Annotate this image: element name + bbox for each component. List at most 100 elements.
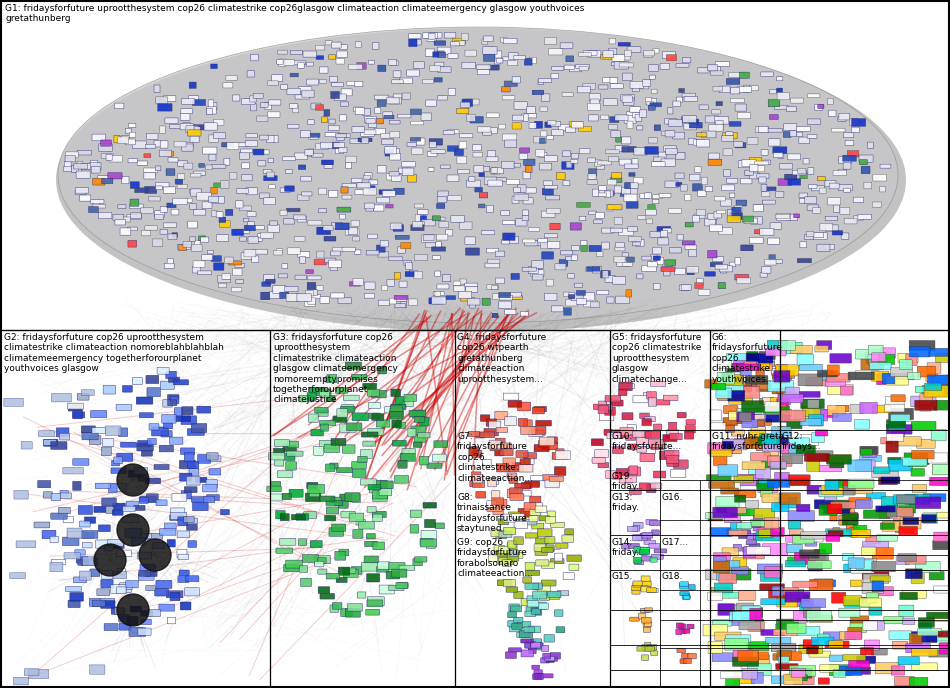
FancyBboxPatch shape [716,210,726,214]
FancyBboxPatch shape [833,528,840,532]
FancyBboxPatch shape [759,126,769,133]
FancyBboxPatch shape [466,287,478,292]
FancyBboxPatch shape [519,464,533,472]
FancyBboxPatch shape [895,676,914,686]
FancyBboxPatch shape [180,109,193,114]
FancyBboxPatch shape [609,39,616,44]
FancyBboxPatch shape [275,459,284,466]
Ellipse shape [56,28,906,332]
FancyBboxPatch shape [308,120,314,125]
FancyBboxPatch shape [790,98,804,103]
FancyBboxPatch shape [320,297,330,303]
FancyBboxPatch shape [409,410,426,417]
FancyBboxPatch shape [544,185,558,189]
FancyBboxPatch shape [192,99,205,106]
FancyBboxPatch shape [495,438,505,446]
FancyBboxPatch shape [617,54,631,60]
FancyBboxPatch shape [355,107,365,114]
Text: G13:
friday.: G13: friday. [612,493,640,513]
FancyBboxPatch shape [769,436,781,445]
FancyBboxPatch shape [729,391,739,396]
FancyBboxPatch shape [708,65,717,71]
FancyBboxPatch shape [363,441,376,446]
FancyBboxPatch shape [679,582,689,586]
FancyBboxPatch shape [321,160,333,164]
FancyBboxPatch shape [493,552,506,558]
FancyBboxPatch shape [562,151,571,157]
FancyBboxPatch shape [504,417,517,426]
FancyBboxPatch shape [835,485,855,495]
FancyBboxPatch shape [667,430,678,438]
FancyBboxPatch shape [621,187,631,194]
FancyBboxPatch shape [863,574,888,583]
FancyBboxPatch shape [898,656,920,665]
FancyBboxPatch shape [44,440,56,445]
FancyBboxPatch shape [332,42,341,48]
FancyBboxPatch shape [102,447,111,455]
FancyBboxPatch shape [766,638,791,643]
FancyBboxPatch shape [525,643,539,647]
FancyBboxPatch shape [641,581,651,587]
FancyBboxPatch shape [360,479,376,485]
FancyBboxPatch shape [380,241,389,247]
FancyBboxPatch shape [862,582,884,593]
FancyBboxPatch shape [155,211,164,217]
FancyBboxPatch shape [817,371,838,377]
FancyBboxPatch shape [808,168,814,174]
FancyBboxPatch shape [544,656,555,661]
FancyBboxPatch shape [749,464,765,474]
FancyBboxPatch shape [145,585,155,591]
FancyBboxPatch shape [798,169,806,173]
FancyBboxPatch shape [507,489,519,497]
FancyBboxPatch shape [770,528,785,537]
FancyBboxPatch shape [571,246,579,250]
FancyBboxPatch shape [320,142,332,148]
FancyBboxPatch shape [302,192,312,196]
FancyBboxPatch shape [200,237,209,242]
FancyBboxPatch shape [211,103,217,109]
FancyBboxPatch shape [342,195,352,199]
FancyBboxPatch shape [237,189,248,193]
FancyBboxPatch shape [210,196,224,203]
FancyBboxPatch shape [503,458,515,466]
FancyBboxPatch shape [371,413,384,420]
FancyBboxPatch shape [396,422,406,429]
FancyBboxPatch shape [800,418,822,426]
FancyBboxPatch shape [154,464,169,470]
FancyBboxPatch shape [332,416,347,422]
FancyBboxPatch shape [373,205,384,211]
FancyBboxPatch shape [504,81,518,87]
FancyBboxPatch shape [644,54,653,58]
FancyBboxPatch shape [831,500,851,509]
FancyBboxPatch shape [694,166,701,173]
FancyBboxPatch shape [705,186,712,192]
FancyBboxPatch shape [671,469,686,477]
FancyBboxPatch shape [655,400,670,405]
FancyBboxPatch shape [589,94,600,101]
FancyBboxPatch shape [827,504,842,514]
FancyBboxPatch shape [83,542,92,548]
FancyBboxPatch shape [711,588,730,595]
FancyBboxPatch shape [514,187,521,193]
FancyBboxPatch shape [747,546,770,555]
FancyBboxPatch shape [308,220,322,225]
FancyBboxPatch shape [645,622,652,627]
FancyBboxPatch shape [208,100,214,107]
FancyBboxPatch shape [405,272,414,277]
FancyBboxPatch shape [766,358,774,366]
FancyBboxPatch shape [629,466,637,475]
FancyBboxPatch shape [324,109,330,116]
FancyBboxPatch shape [931,375,950,384]
FancyBboxPatch shape [744,218,757,224]
FancyBboxPatch shape [790,479,808,486]
FancyBboxPatch shape [855,371,879,378]
FancyBboxPatch shape [891,666,904,675]
FancyBboxPatch shape [211,211,218,217]
FancyBboxPatch shape [129,204,143,208]
FancyBboxPatch shape [792,581,818,588]
FancyBboxPatch shape [759,433,774,445]
FancyBboxPatch shape [642,256,652,260]
FancyBboxPatch shape [316,251,324,258]
FancyBboxPatch shape [293,106,298,113]
FancyBboxPatch shape [603,51,614,58]
